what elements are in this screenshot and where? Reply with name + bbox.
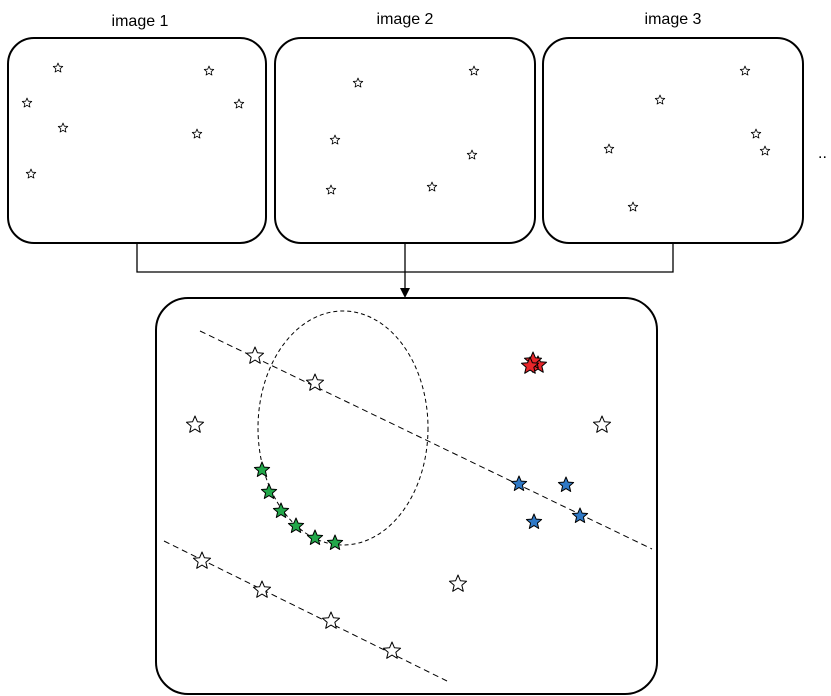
blue-star <box>525 513 543 529</box>
image-3-star <box>654 94 666 105</box>
green-star <box>287 517 305 533</box>
image-3-star <box>603 143 615 154</box>
image-2-star <box>352 77 364 88</box>
image-1-star <box>191 128 203 139</box>
image-2-star <box>468 65 480 76</box>
image-1-star <box>57 122 69 133</box>
outline-star <box>448 574 468 592</box>
image-2-star <box>325 184 337 195</box>
image-1-panel <box>7 37 267 244</box>
continuation-dots: .. <box>818 145 827 162</box>
outline-star <box>252 580 272 598</box>
image-1-star <box>21 97 33 108</box>
outline-star <box>245 346 265 364</box>
green-star <box>326 534 344 550</box>
image-3-star <box>750 128 762 139</box>
green-star <box>306 529 324 545</box>
outline-star <box>305 373 325 391</box>
image-3-star <box>739 65 751 76</box>
outline-star <box>592 415 612 433</box>
outline-star <box>321 611 341 629</box>
image-2-panel <box>274 37 536 244</box>
blue-star <box>510 475 528 491</box>
outline-star <box>192 551 212 569</box>
red-star <box>520 356 540 374</box>
image-1-star <box>233 98 245 109</box>
image-3-title: image 3 <box>645 11 702 28</box>
image-3-star <box>759 145 771 156</box>
outline-star <box>185 415 205 433</box>
green-star <box>272 502 290 518</box>
image-1-star <box>52 62 64 73</box>
image-1-star <box>203 65 215 76</box>
image-2-star <box>426 181 438 192</box>
image-1-star <box>25 168 37 179</box>
green-star <box>253 461 271 477</box>
dashed-ellipse <box>257 310 429 546</box>
green-star <box>260 483 278 499</box>
image-3-panel <box>542 37 804 244</box>
merge-connector <box>136 243 674 298</box>
lower-dashed-line <box>163 540 448 682</box>
image-1-title: image 1 <box>112 13 169 30</box>
outline-star <box>382 641 402 659</box>
image-2-star <box>466 149 478 160</box>
image-2-star <box>329 134 341 145</box>
image-2-title: image 2 <box>377 11 434 28</box>
combined-panel <box>155 297 658 695</box>
blue-star <box>557 476 575 492</box>
blue-star <box>571 507 589 523</box>
upper-dashed-line <box>199 330 653 550</box>
image-3-star <box>627 201 639 212</box>
